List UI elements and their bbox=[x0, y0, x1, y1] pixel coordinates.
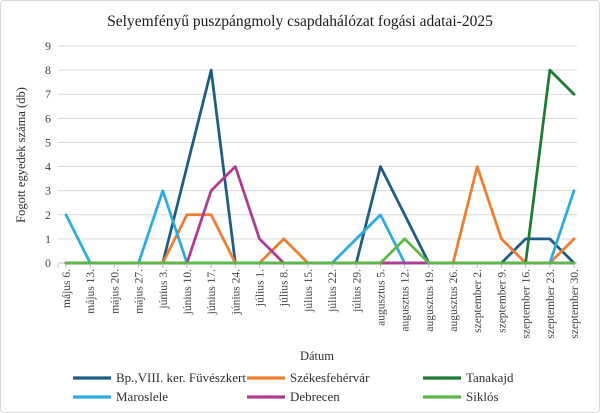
legend-item: Debrecen bbox=[247, 389, 340, 404]
series-line-5 bbox=[64, 237, 576, 265]
x-tick-label: május 20. bbox=[109, 269, 121, 314]
x-tick-label: június 3. bbox=[158, 269, 170, 310]
x-tick-label: szeptember 9. bbox=[496, 269, 508, 333]
y-tick-label: 3 bbox=[45, 184, 51, 198]
y-tick-label: 8 bbox=[45, 63, 51, 77]
y-tick-label: 6 bbox=[45, 111, 51, 125]
y-tick-label: 0 bbox=[45, 256, 51, 270]
legend-item: Maroslele bbox=[73, 389, 168, 404]
axes bbox=[57, 264, 575, 268]
x-axis-labels: május 6. május 13. május 20. május 27. júniu… bbox=[61, 269, 581, 339]
x-tick-label: június 10. bbox=[182, 269, 194, 315]
x-tick-label: augusztus 5. bbox=[375, 269, 387, 326]
x-tick-label: május 6. bbox=[61, 269, 73, 308]
chart-title: Selyemfényű puszpángmoly csapdahálózat f… bbox=[107, 13, 493, 30]
x-tick-label: szeptember 30. bbox=[569, 269, 581, 339]
y-tick-label: 5 bbox=[45, 135, 51, 149]
x-tick-label: június 24. bbox=[230, 269, 242, 315]
series-lines bbox=[64, 68, 576, 265]
legend-item: Székesfehérvár bbox=[247, 370, 370, 385]
x-tick-label: augusztus 19. bbox=[424, 269, 436, 332]
y-tick-label: 9 bbox=[45, 39, 51, 53]
y-axis-title: Fogott egyedek száma (db) bbox=[14, 87, 28, 223]
x-tick-label: május 27. bbox=[134, 269, 146, 314]
x-tick-label: július 22. bbox=[327, 269, 339, 313]
legend-item: Bp.,VIII. ker. Füvészkert bbox=[73, 370, 246, 385]
legend-item: Tanakajd bbox=[423, 370, 514, 385]
x-tick-label: május 13. bbox=[85, 269, 97, 314]
x-tick-label: szeptember 2. bbox=[472, 269, 484, 333]
x-axis-title: Dátum bbox=[300, 349, 334, 363]
legend-label: Siklós bbox=[466, 389, 499, 404]
y-tick-label: 4 bbox=[45, 160, 51, 174]
y-tick-label: 2 bbox=[45, 208, 51, 222]
legend-label: Bp.,VIII. ker. Füvészkert bbox=[116, 370, 246, 385]
y-axis-labels: 0 1 2 3 4 5 6 7 8 9 bbox=[45, 39, 51, 270]
legend-label: Székesfehérvár bbox=[290, 370, 370, 385]
y-tick-label: 1 bbox=[45, 232, 51, 246]
legend-label: Debrecen bbox=[290, 389, 340, 404]
x-tick-label: július 15. bbox=[303, 269, 315, 313]
x-tick-label: augusztus 26. bbox=[448, 269, 460, 332]
legend-label: Maroslele bbox=[116, 389, 168, 404]
x-tick-label: augusztus 12. bbox=[400, 269, 412, 332]
legend-item: Siklós bbox=[423, 389, 499, 404]
gridlines bbox=[58, 45, 577, 264]
x-tick-label: július 8. bbox=[279, 269, 291, 307]
x-tick-label: július 1. bbox=[255, 269, 267, 307]
y-tick-label: 7 bbox=[45, 87, 51, 101]
x-tick-label: szeptember 16. bbox=[521, 269, 533, 339]
x-tick-label: július 29. bbox=[351, 269, 363, 313]
x-tick-label: június 17. bbox=[206, 269, 218, 315]
legend-label: Tanakajd bbox=[466, 370, 514, 385]
x-tick-label: szeptember 23. bbox=[545, 269, 557, 339]
legend: Bp.,VIII. ker. Füvészkert Székesfehérvár T… bbox=[73, 370, 514, 404]
